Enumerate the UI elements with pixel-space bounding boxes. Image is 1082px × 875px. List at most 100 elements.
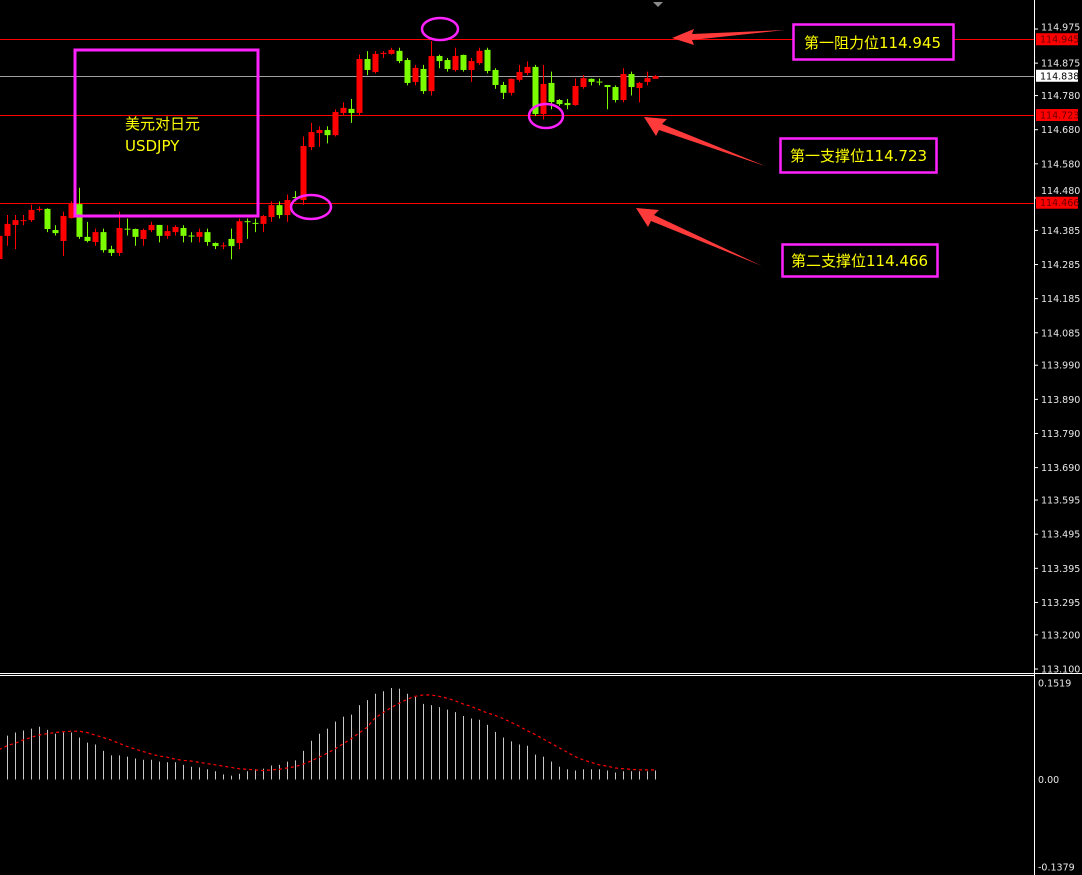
candle-body [0,235,3,260]
candle [604,84,611,110]
price-tick-label: 114.780 [1041,91,1080,102]
candle [44,208,51,233]
candle [468,58,475,82]
candle-body [140,230,147,239]
candle [180,225,187,243]
candle-body [292,196,299,198]
candle [100,228,107,253]
candle-body [460,54,467,70]
candle-body [228,238,235,247]
arrow-support-1[interactable] [644,117,765,166]
price-tick-label: 114.680 [1041,125,1080,136]
candle [428,40,435,96]
candle-body [444,60,451,69]
candle [524,61,531,76]
high-circle[interactable] [420,16,460,42]
candle-body [604,84,611,88]
candle [564,98,571,110]
candle [644,71,651,86]
candle-body [380,52,387,54]
price-tick-label: 113.990 [1041,361,1080,372]
candle-body [100,232,107,251]
candle [228,228,235,260]
price-tick-label: 113.595 [1041,496,1080,507]
candle [652,75,659,79]
candle-body [308,132,315,148]
candle [172,225,179,236]
price-tick-label: 113.295 [1041,598,1080,609]
price-tag-resistance [1036,33,1078,46]
breakout-circle[interactable] [289,193,333,221]
price-axis-ticks: 114.975 114.875 114.780 114.680 114.580 114.4… [1034,23,1080,676]
candle [260,215,267,233]
price-tick-label: 114.285 [1041,260,1080,271]
price-tick-label: 114.975 [1041,23,1080,34]
candle-body [268,205,275,218]
candle-body [588,78,595,82]
price-tick-label: 114.185 [1041,294,1080,305]
resistance-label-box[interactable] [792,23,955,61]
indicator-axis-ticks: 0.1519 0.00 -0.1379 [1038,679,1075,874]
candle [540,64,547,120]
candle [612,85,619,103]
candle [36,206,43,212]
price-tag-label: 114.838 [1040,71,1079,82]
candle-body [652,76,659,79]
price-tick-label: 113.395 [1041,564,1080,575]
candle [4,215,11,246]
candle [372,51,379,74]
candle-body [428,55,435,92]
pullback-circle[interactable] [527,102,565,130]
candle [548,71,555,110]
candle [452,47,459,72]
candle [244,218,251,239]
candle-body [620,74,627,100]
candles [0,40,659,260]
candle-body [636,82,643,89]
price-tick-label: 114.875 [1041,59,1080,70]
candle [188,232,195,243]
candle [116,211,123,256]
support-2-label-box[interactable] [781,243,939,278]
candle [284,194,291,222]
price-tags: 114.945 114.838 114.723 114.466 [1036,33,1079,209]
candle-body [284,200,291,216]
candle [68,201,75,219]
candle-body [452,55,459,70]
candle-body [156,224,163,236]
support-1-label-box[interactable] [779,137,938,174]
candle-body [372,53,379,73]
candle [92,228,99,246]
candle [500,81,507,99]
candle [20,215,27,226]
candle [252,218,259,233]
chart-shift-marker-icon[interactable] [653,2,663,7]
candle-body [164,231,171,236]
support-2-label: 第二支撑位114.466 [791,252,928,270]
price-tick-label: 113.200 [1041,630,1080,641]
candle-body [556,99,563,105]
candle-body [220,245,227,247]
candle [380,51,387,59]
candle-body [44,208,51,230]
indicator-tick-label: 0.1519 [1038,679,1071,690]
candle [484,47,491,74]
candle-body [484,49,491,71]
candle [52,225,59,236]
candle [340,102,347,117]
price-tick-label: 114.085 [1041,328,1080,339]
candle [580,75,587,89]
candle [460,54,467,72]
candle [300,136,307,205]
price-tick-label: 114.385 [1041,226,1080,237]
candle [364,51,371,76]
candle-body [532,66,539,114]
range-box-annotation[interactable] [73,48,260,218]
arrow-resistance[interactable] [672,29,785,45]
arrow-support-2[interactable] [636,208,762,266]
candle [148,221,155,233]
candle [124,218,131,236]
candle [388,47,395,55]
candle [220,242,227,250]
indicator-histogram [7,688,656,780]
